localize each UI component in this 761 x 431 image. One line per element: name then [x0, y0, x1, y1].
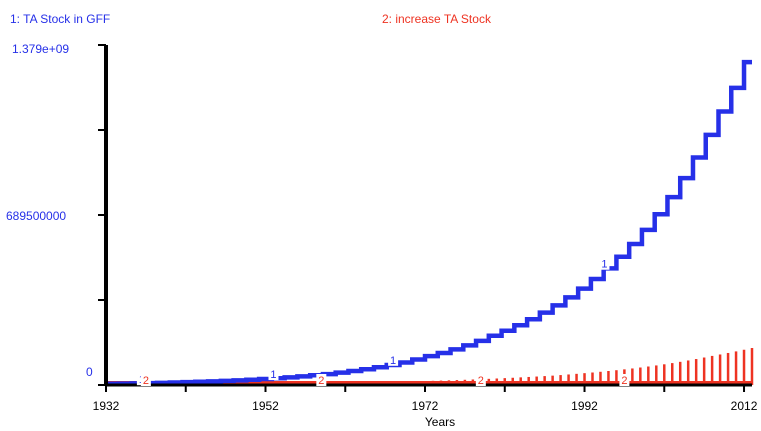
- legend-series-1: 1: TA Stock in GFF: [10, 12, 110, 26]
- x-tick-label: 2012: [731, 399, 758, 413]
- series-ta-stock-in-gff: [106, 59, 752, 387]
- marker-bg: [619, 374, 630, 386]
- series-marker: 1: [390, 355, 396, 367]
- x-tick-label: 1932: [93, 399, 120, 413]
- series-1-line: [106, 59, 752, 387]
- series-marker: 2: [478, 375, 484, 387]
- series-increase-ta-stock: [104, 348, 754, 385]
- series-markers: 11112222: [136, 257, 630, 387]
- y-tick-label: 0: [86, 365, 93, 379]
- legend-series-2: 2: increase TA Stock: [382, 12, 492, 26]
- x-axis-label: Years: [425, 415, 455, 429]
- series-marker: 2: [318, 375, 324, 387]
- series-marker: 1: [601, 259, 607, 271]
- marker-bg: [140, 374, 151, 386]
- marker-bg: [388, 353, 399, 366]
- marker-bg: [268, 368, 279, 381]
- series-marker: 1: [270, 369, 276, 381]
- marker-bg: [316, 374, 327, 386]
- marker-bg: [475, 374, 486, 386]
- series-marker: 2: [143, 375, 149, 387]
- y-tick-labels: 1.379e+09 689500000 0: [6, 42, 93, 379]
- y-tick-label: 689500000: [6, 209, 66, 223]
- series-marker: 2: [621, 375, 627, 387]
- x-tick-labels: 1932 1952 1972 1992 2012: [93, 399, 758, 413]
- x-tick-label: 1972: [412, 399, 439, 413]
- x-tick-label: 1952: [252, 399, 279, 413]
- y-tick-label: 1.379e+09: [12, 42, 69, 56]
- x-tick-label: 1992: [571, 399, 598, 413]
- marker-bg: [599, 257, 610, 270]
- axes: [98, 44, 752, 392]
